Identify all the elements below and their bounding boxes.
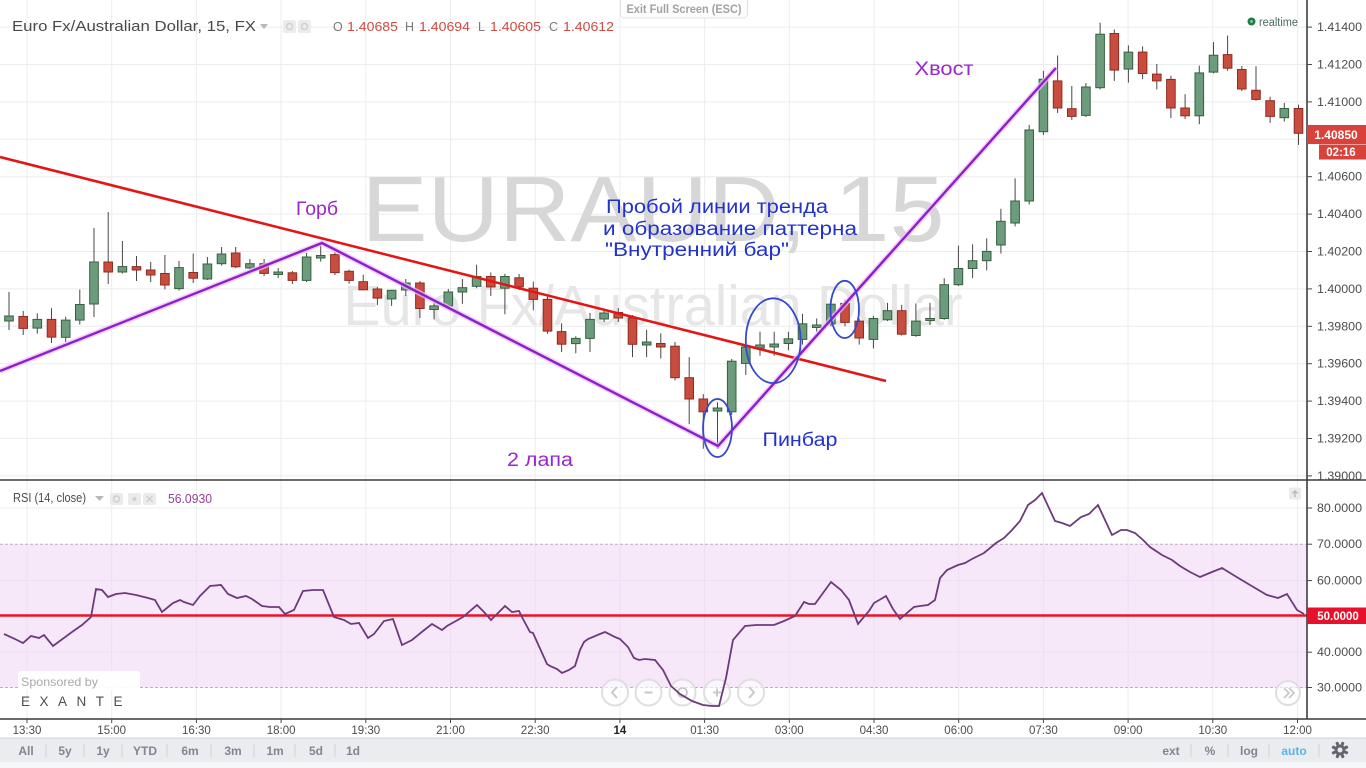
svg-text:19:30: 19:30 xyxy=(351,725,380,737)
svg-text:Sponsored by: Sponsored by xyxy=(21,675,98,689)
svg-text:auto: auto xyxy=(1281,744,1306,758)
svg-text:1.40612: 1.40612 xyxy=(563,20,614,34)
svg-text:1.41400: 1.41400 xyxy=(1317,22,1362,34)
svg-text:1.40694: 1.40694 xyxy=(419,20,470,34)
svg-text:Пробой линии тренда: Пробой линии тренда xyxy=(606,197,828,218)
svg-text:10:30: 10:30 xyxy=(1198,725,1227,737)
svg-text:14: 14 xyxy=(614,725,627,737)
svg-text:1.39200: 1.39200 xyxy=(1317,434,1362,446)
svg-text:02:16: 02:16 xyxy=(1326,147,1355,159)
svg-text:03:00: 03:00 xyxy=(775,725,804,737)
svg-text:1y: 1y xyxy=(96,744,110,758)
svg-text:и образование паттерна: и образование паттерна xyxy=(603,219,857,240)
svg-text:40.0000: 40.0000 xyxy=(1317,647,1362,659)
svg-text:"Внутренний бар": "Внутренний бар" xyxy=(605,240,789,261)
svg-text:Euro Fx/Australian Dollar, 15,: Euro Fx/Australian Dollar, 15, FX xyxy=(12,18,256,35)
svg-text:1.40605: 1.40605 xyxy=(490,20,541,34)
svg-text:1.40685: 1.40685 xyxy=(347,20,398,34)
svg-text:1.41200: 1.41200 xyxy=(1317,60,1362,72)
svg-text:1.40600: 1.40600 xyxy=(1317,172,1362,184)
svg-text:80.0000: 80.0000 xyxy=(1317,503,1362,515)
svg-text:1.40000: 1.40000 xyxy=(1317,284,1362,296)
svg-text:1.40200: 1.40200 xyxy=(1317,247,1362,259)
svg-text:1.39000: 1.39000 xyxy=(1317,471,1362,483)
svg-text:04:30: 04:30 xyxy=(860,725,889,737)
svg-text:1.40850: 1.40850 xyxy=(1314,128,1358,142)
svg-text:70.0000: 70.0000 xyxy=(1317,539,1362,551)
svg-text:1m: 1m xyxy=(266,744,283,758)
svg-text:15:00: 15:00 xyxy=(97,725,126,737)
svg-text:RSI (14, close): RSI (14, close) xyxy=(13,491,86,505)
svg-text:EXANTE: EXANTE xyxy=(21,694,132,709)
svg-text:Хвост: Хвост xyxy=(915,59,974,80)
svg-text:1d: 1d xyxy=(346,744,360,758)
svg-text:Горб: Горб xyxy=(296,199,338,220)
svg-text:ext: ext xyxy=(1162,744,1179,758)
svg-text:2 лапа: 2 лапа xyxy=(507,450,573,471)
svg-text:O: O xyxy=(333,20,343,34)
svg-text:%: % xyxy=(1205,744,1216,758)
svg-text:60.0000: 60.0000 xyxy=(1317,576,1362,588)
svg-text:6m: 6m xyxy=(181,744,198,758)
svg-text:30.0000: 30.0000 xyxy=(1317,683,1362,695)
svg-text:07:30: 07:30 xyxy=(1029,725,1058,737)
svg-text:L: L xyxy=(478,20,485,34)
svg-text:1.41000: 1.41000 xyxy=(1317,97,1362,109)
svg-text:Exit Full Screen (ESC): Exit Full Screen (ESC) xyxy=(627,2,742,16)
svg-text:1.40400: 1.40400 xyxy=(1317,209,1362,221)
svg-text:H: H xyxy=(405,20,414,34)
svg-text:13:30: 13:30 xyxy=(13,725,42,737)
svg-text:C: C xyxy=(549,20,558,34)
svg-text:5y: 5y xyxy=(58,744,72,758)
svg-text:1.39400: 1.39400 xyxy=(1317,396,1362,408)
svg-text:50.0000: 50.0000 xyxy=(1317,611,1359,623)
svg-text:1.39600: 1.39600 xyxy=(1317,359,1362,371)
svg-text:YTD: YTD xyxy=(133,744,157,758)
svg-text:06:00: 06:00 xyxy=(944,725,973,737)
svg-text:09:00: 09:00 xyxy=(1114,725,1143,737)
svg-text:All: All xyxy=(18,744,33,758)
svg-text:EURAUD, 15: EURAUD, 15 xyxy=(362,157,945,261)
svg-text:18:00: 18:00 xyxy=(267,725,296,737)
svg-text:log: log xyxy=(1240,744,1258,758)
svg-text:22:30: 22:30 xyxy=(521,725,550,737)
svg-text:Пинбар: Пинбар xyxy=(763,430,838,451)
svg-text:1.39800: 1.39800 xyxy=(1317,321,1362,333)
svg-text:realtime: realtime xyxy=(1259,17,1298,29)
svg-text:3m: 3m xyxy=(224,744,241,758)
svg-text:5d: 5d xyxy=(309,744,323,758)
svg-text:01:30: 01:30 xyxy=(690,725,719,737)
svg-text:21:00: 21:00 xyxy=(436,725,465,737)
svg-text:16:30: 16:30 xyxy=(182,725,211,737)
svg-text:12:00: 12:00 xyxy=(1283,725,1312,737)
svg-text:56.0930: 56.0930 xyxy=(168,492,212,506)
